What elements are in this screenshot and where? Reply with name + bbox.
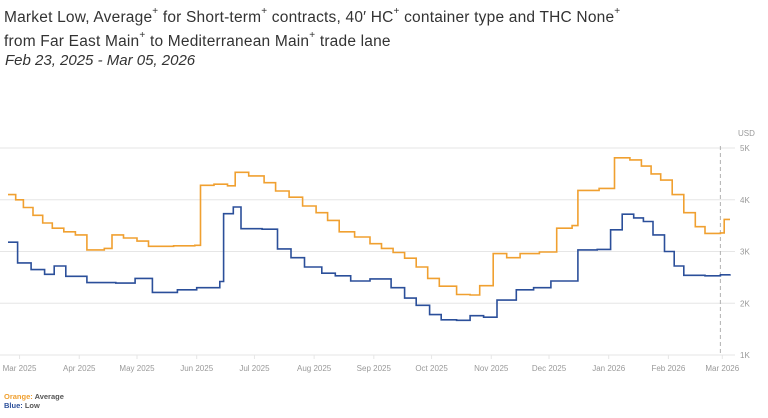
x-tick-label: Mar 2025 bbox=[3, 364, 37, 373]
x-tick-label: Feb 2026 bbox=[651, 364, 685, 373]
x-tick-label: Jun 2025 bbox=[180, 364, 213, 373]
title-part: for Short-term bbox=[162, 9, 262, 26]
title-part: contracts, 40′ HC bbox=[271, 9, 394, 26]
x-axis: Mar 2025 Apr 2025 May 2025 Jun 2025 Jul 2025… bbox=[3, 355, 740, 373]
plus-marker: + bbox=[309, 29, 316, 41]
x-tick-label: Sep 2025 bbox=[357, 364, 392, 373]
series-lines bbox=[8, 157, 731, 322]
x-tick-label: Oct 2025 bbox=[415, 364, 448, 373]
legend-average: Orange: Average bbox=[4, 392, 64, 401]
plus-marker: + bbox=[393, 5, 400, 17]
y-unit-label: USD bbox=[738, 129, 755, 138]
title-part: Market Low, Average bbox=[4, 9, 153, 26]
legend-low: Blue: Low bbox=[4, 401, 64, 410]
plus-marker: + bbox=[261, 5, 268, 17]
legend-average-key: Orange: bbox=[4, 392, 33, 401]
legend-average-value: Average bbox=[34, 392, 64, 401]
x-tick-label: Dec 2025 bbox=[532, 364, 567, 373]
plus-marker: + bbox=[139, 29, 146, 41]
y-tick-label: 3K bbox=[740, 248, 750, 257]
title-part: trade lane bbox=[319, 33, 391, 50]
series-line-average bbox=[8, 157, 730, 296]
chart-title-line-2: from Far East Main+ to Mediterranean Mai… bbox=[4, 30, 764, 54]
price-chart: USD 1K 2K 3K 4K 5K Mar 2025 Apr 2025 May 2025 Ju… bbox=[0, 129, 755, 373]
plus-marker: + bbox=[614, 5, 621, 17]
y-tick-label: 4K bbox=[740, 196, 750, 205]
y-tick-label: 2K bbox=[740, 299, 750, 308]
title-part: from Far East Main bbox=[4, 33, 140, 50]
plus-marker: + bbox=[152, 5, 159, 17]
date-range: Feb 23, 2025 - Mar 05, 2026 bbox=[5, 52, 196, 69]
x-tick-label: Jan 2026 bbox=[592, 364, 625, 373]
x-tick-label: May 2025 bbox=[119, 364, 155, 373]
y-tick-label: 5K bbox=[740, 144, 750, 153]
x-tick-label: Apr 2025 bbox=[63, 364, 96, 373]
title-part: container type and THC None bbox=[404, 9, 615, 26]
chart-title: Market Low, Average+ for Short-term+ con… bbox=[4, 6, 764, 54]
x-tick-label: Nov 2025 bbox=[474, 364, 509, 373]
legend-low-key: Blue: bbox=[4, 401, 23, 410]
y-axis: USD 1K 2K 3K 4K 5K bbox=[738, 129, 755, 360]
x-tick-label: Aug 2025 bbox=[297, 364, 332, 373]
series-line-low bbox=[8, 206, 731, 322]
legend-low-value: Low bbox=[24, 401, 40, 410]
chart-title-line-1: Market Low, Average+ for Short-term+ con… bbox=[4, 6, 764, 30]
x-tick-label: Mar 2026 bbox=[705, 364, 739, 373]
title-part: to Mediterranean Main bbox=[149, 33, 310, 50]
legend: Orange: Average Blue: Low bbox=[4, 392, 64, 410]
y-tick-label: 1K bbox=[740, 351, 750, 360]
grid-lines bbox=[0, 146, 735, 356]
x-tick-label: Jul 2025 bbox=[239, 364, 270, 373]
